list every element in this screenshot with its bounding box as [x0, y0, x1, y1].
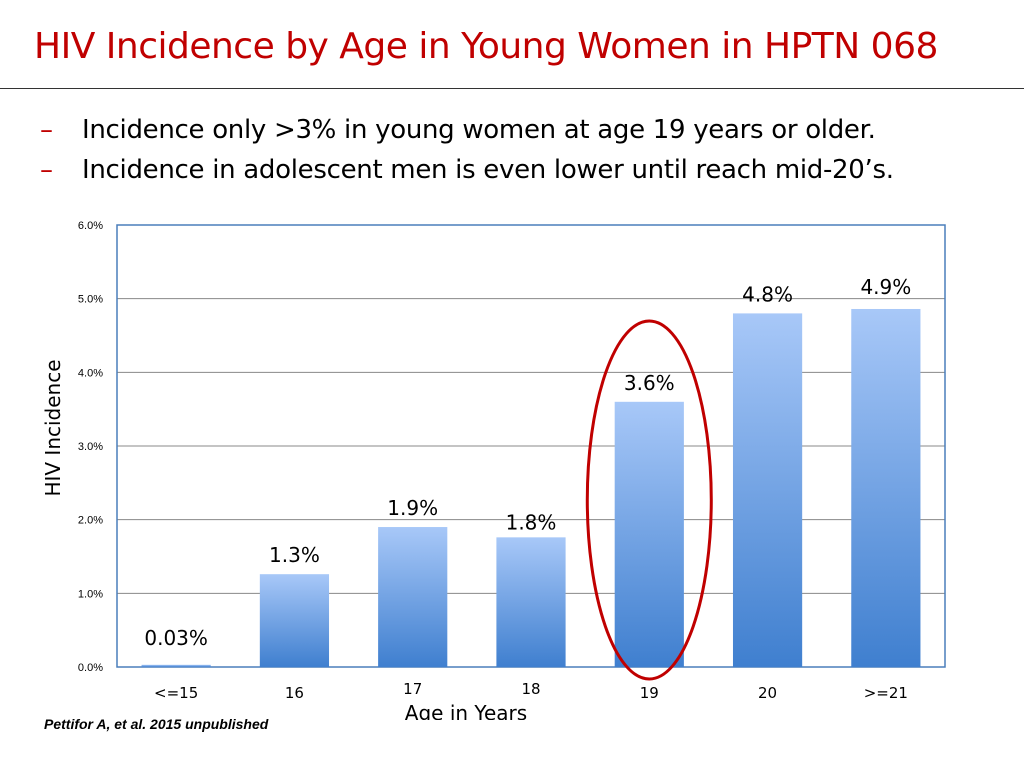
y-tick-label: 1.0% [78, 588, 103, 600]
bar [141, 664, 211, 667]
x-tick-label: 17 [403, 680, 422, 698]
data-label: 4.8% [742, 282, 793, 306]
data-label: 1.9% [387, 496, 438, 520]
title-divider [0, 88, 1024, 89]
bullet-item: – Incidence only >3% in young women at ag… [40, 110, 894, 150]
data-labels: 0.03% 1.3% 1.9% 1.8% 3.6% 4.8% 4.9% [144, 275, 911, 650]
bar [496, 537, 566, 667]
x-tick-label: 18 [521, 680, 540, 698]
y-tick-label: 6.0% [78, 220, 103, 232]
y-tick-label: 2.0% [78, 515, 103, 527]
x-tick-label: <=15 [154, 684, 198, 702]
bar [378, 527, 448, 667]
y-tick-label: 4.0% [78, 367, 103, 379]
bullet-marker: – [40, 155, 53, 185]
gridlines [117, 298, 945, 594]
data-label: 1.3% [269, 543, 320, 567]
y-tick-label: 3.0% [78, 441, 103, 453]
data-label: 3.6% [624, 371, 675, 395]
x-tick-label: 20 [758, 684, 777, 702]
bullet-text: Incidence in adolescent men is even lowe… [82, 155, 894, 185]
bar [259, 574, 330, 667]
bullet-list: – Incidence only >3% in young women at ag… [40, 110, 894, 190]
bars [141, 308, 921, 667]
x-tick-label: 19 [640, 684, 659, 702]
data-label: 1.8% [506, 510, 557, 534]
highlight-circle [585, 319, 713, 681]
x-tick-label: 16 [285, 684, 304, 702]
y-tick-label: 5.0% [78, 294, 103, 306]
source-note: Pettifor A, et al. 2015 unpublished [44, 716, 269, 732]
y-tick-label: 0.0% [78, 662, 103, 674]
bar [732, 313, 803, 667]
bar [851, 308, 921, 667]
x-axis-title: Age in Years [405, 701, 527, 720]
x-tick-label: >=21 [864, 684, 908, 702]
x-axis-ticks: <=15 16 17 18 19 20 >=21 [154, 680, 908, 702]
slide-title: HIV Incidence by Age in Young Women in H… [34, 26, 938, 67]
bar [614, 401, 684, 667]
y-axis-ticks: 0.0% 1.0% 2.0% 3.0% 4.0% 5.0% 6.0% [78, 220, 103, 674]
y-axis-title: HIV Incidence [41, 359, 65, 496]
bullet-text: Incidence only >3% in young women at age… [82, 115, 876, 145]
bullet-marker: – [40, 115, 53, 145]
bullet-item: – Incidence in adolescent men is even low… [40, 150, 894, 190]
data-label: 4.9% [860, 275, 911, 299]
bar-chart: 0.03% 1.3% 1.9% 1.8% 3.6% 4.8% 4.9% 0.0% 1.0% 2.… [41, 220, 946, 720]
data-label: 0.03% [144, 626, 208, 650]
